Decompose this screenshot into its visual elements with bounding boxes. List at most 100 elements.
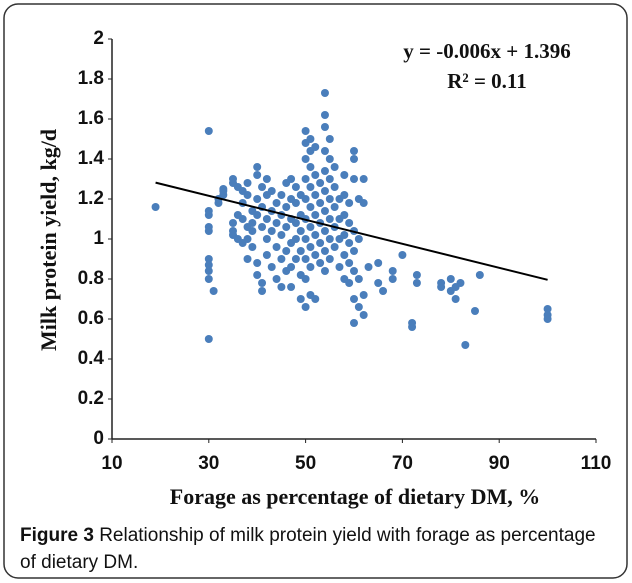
point bbox=[325, 235, 334, 243]
point bbox=[412, 279, 421, 287]
point bbox=[354, 275, 363, 283]
point bbox=[475, 271, 484, 279]
point bbox=[345, 239, 354, 247]
x-tick-label: 30 bbox=[198, 453, 219, 474]
point bbox=[262, 235, 271, 243]
point bbox=[374, 259, 383, 267]
point bbox=[204, 127, 213, 135]
point bbox=[345, 219, 354, 227]
point bbox=[291, 199, 300, 207]
point bbox=[287, 263, 296, 271]
point bbox=[277, 231, 286, 239]
point bbox=[253, 271, 262, 279]
point bbox=[335, 263, 344, 271]
point bbox=[243, 191, 252, 199]
point bbox=[267, 187, 276, 195]
point bbox=[325, 255, 334, 263]
point bbox=[379, 287, 388, 295]
point bbox=[277, 191, 286, 199]
point bbox=[301, 303, 310, 311]
point bbox=[262, 251, 271, 259]
y-tick-label: 0.6 bbox=[78, 308, 104, 329]
point bbox=[262, 215, 271, 223]
point bbox=[345, 279, 354, 287]
point bbox=[446, 275, 455, 283]
y-tick-label: 0 bbox=[93, 428, 104, 449]
point bbox=[325, 175, 334, 183]
point bbox=[543, 305, 552, 313]
point bbox=[306, 203, 315, 211]
point bbox=[350, 319, 358, 327]
point bbox=[291, 219, 300, 227]
r-squared: R² = 0.11 bbox=[447, 69, 527, 93]
point bbox=[350, 155, 358, 163]
point bbox=[204, 255, 213, 263]
point bbox=[320, 247, 329, 255]
point bbox=[301, 255, 310, 263]
point bbox=[301, 175, 310, 183]
point bbox=[306, 183, 315, 191]
point bbox=[253, 171, 262, 179]
point bbox=[330, 163, 339, 171]
point bbox=[248, 243, 257, 251]
point bbox=[248, 219, 257, 227]
point bbox=[461, 341, 470, 349]
point bbox=[258, 223, 267, 231]
y-tick-label: 0.8 bbox=[78, 268, 104, 289]
point bbox=[316, 199, 325, 207]
point bbox=[296, 227, 305, 235]
point bbox=[320, 187, 329, 195]
x-tick-label: 70 bbox=[392, 453, 413, 474]
point bbox=[471, 307, 479, 315]
point bbox=[267, 227, 276, 235]
point bbox=[320, 89, 329, 97]
point bbox=[301, 127, 310, 135]
point bbox=[320, 207, 329, 215]
point bbox=[306, 223, 315, 231]
point bbox=[325, 195, 334, 203]
y-tick-label: 1.4 bbox=[78, 148, 105, 169]
point bbox=[258, 287, 267, 295]
point bbox=[296, 247, 305, 255]
point bbox=[359, 199, 368, 207]
point bbox=[359, 175, 368, 183]
point bbox=[204, 267, 213, 275]
point bbox=[320, 167, 329, 175]
point bbox=[282, 223, 291, 231]
point bbox=[306, 243, 315, 251]
point bbox=[204, 227, 213, 235]
caption-text: Relationship of milk protein yield with … bbox=[20, 525, 596, 573]
x-tick-label: 10 bbox=[101, 453, 122, 474]
point bbox=[209, 287, 218, 295]
point bbox=[311, 143, 320, 151]
point bbox=[340, 171, 349, 179]
point bbox=[320, 147, 329, 155]
point bbox=[325, 215, 334, 223]
point bbox=[340, 251, 349, 259]
point bbox=[350, 175, 358, 183]
point bbox=[272, 275, 281, 283]
point bbox=[262, 175, 271, 183]
y-tick-label: 0.4 bbox=[78, 348, 105, 369]
point bbox=[325, 135, 334, 143]
point bbox=[311, 211, 320, 219]
point bbox=[412, 271, 421, 279]
point bbox=[238, 215, 247, 223]
point bbox=[204, 335, 213, 343]
point bbox=[291, 183, 300, 191]
point bbox=[364, 263, 373, 271]
point bbox=[320, 123, 329, 131]
point bbox=[359, 311, 368, 319]
point bbox=[311, 191, 320, 199]
point bbox=[311, 251, 320, 259]
y-tick-label: 1 bbox=[93, 228, 104, 249]
point bbox=[253, 259, 262, 267]
point bbox=[272, 243, 281, 251]
point bbox=[354, 303, 363, 311]
point bbox=[301, 195, 310, 203]
point bbox=[219, 187, 228, 195]
point bbox=[306, 163, 315, 171]
point bbox=[340, 211, 349, 219]
point bbox=[282, 247, 291, 255]
